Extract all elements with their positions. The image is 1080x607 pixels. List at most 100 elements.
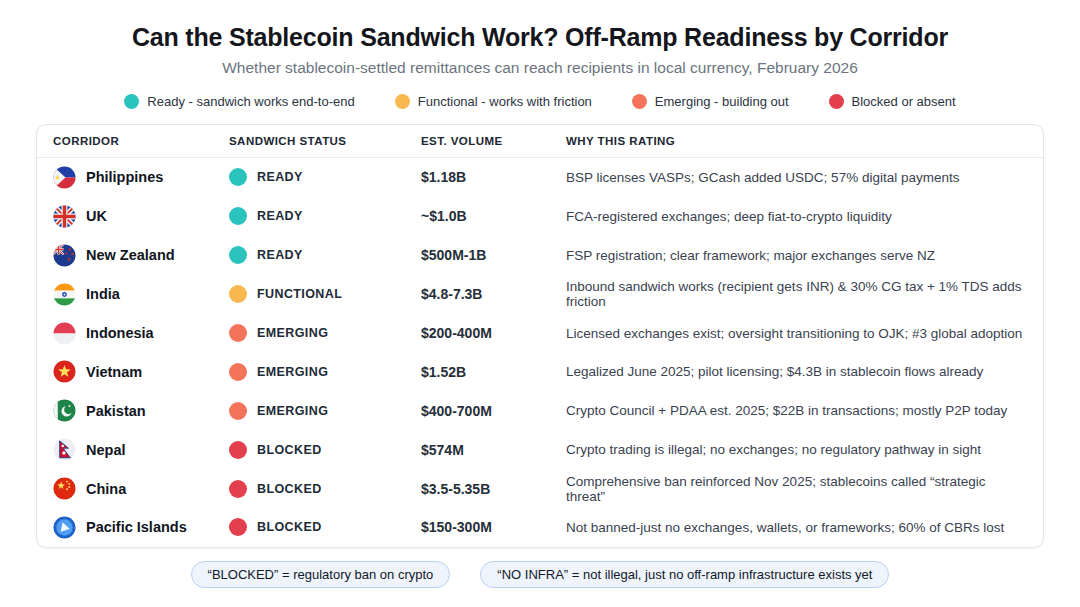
est-volume: $400-700M: [421, 403, 566, 419]
corridor-name: Pacific Islands: [86, 519, 187, 535]
page-subtitle: Whether stablecoin-settled remittances c…: [0, 59, 1080, 77]
legend-dot-icon: [632, 94, 647, 109]
footnote-no-infra-pill: “NO INFRA” = not illegal, just no off-ra…: [480, 561, 889, 588]
table-row: Pakistan EMERGING $400-700MCrypto Council …: [37, 391, 1043, 430]
corridor-cell: UK: [53, 205, 229, 228]
why-this-rating: Inbound sandwich works (recipient gets I…: [566, 279, 1027, 309]
est-volume: $1.52B: [421, 364, 566, 380]
corridor-cell: Pacific Islands: [53, 516, 229, 539]
status-dot-icon: [229, 518, 247, 536]
table-row: China BLOCKED $3.5-5.35BComprehensive ban …: [37, 469, 1043, 508]
corridor-cell: Pakistan: [53, 399, 229, 422]
corridor-cell: Nepal: [53, 438, 229, 461]
corridor-name: New Zealand: [86, 247, 175, 263]
corridor-name: Pakistan: [86, 403, 146, 419]
corridor-name: Nepal: [86, 442, 126, 458]
pacific-islands-flag-icon: [53, 516, 76, 539]
footnote-blocked-pill: “BLOCKED” = regulatory ban on crypto: [191, 561, 451, 588]
corridor-table: CORRIDOR SANDWICH STATUS EST. VOLUME WHY…: [36, 124, 1044, 548]
corridor-cell: Vietnam: [53, 360, 229, 383]
uk-flag-icon: [53, 205, 76, 228]
table-row: Vietnam EMERGING $1.52BLegalized June 2025…: [37, 352, 1043, 391]
table-row: Pacific Islands BLOCKED $150-300MNot banne…: [37, 508, 1043, 547]
page-title: Can the Stablecoin Sandwich Work? Off-Ra…: [0, 0, 1080, 52]
corridor-name: India: [86, 286, 120, 302]
legend-item-4: Blocked or absent: [829, 94, 956, 109]
status-cell: EMERGING: [229, 324, 421, 342]
est-volume: $500M-1B: [421, 247, 566, 263]
est-volume: $150-300M: [421, 519, 566, 535]
vietnam-flag-icon: [53, 360, 76, 383]
status-cell: READY: [229, 207, 421, 225]
status-legend: Ready - sandwich works end-to-end Functio…: [0, 94, 1080, 109]
why-this-rating: BSP licenses VASPs; GCash added USDC; 57…: [566, 170, 1027, 185]
new-zealand-flag-icon: [53, 244, 76, 267]
est-volume: $574M: [421, 442, 566, 458]
legend-label: Emerging - building out: [655, 94, 789, 109]
legend-label: Functional - works with friction: [418, 94, 592, 109]
why-this-rating: Crypto Council + PDAA est. 2025; $22B in…: [566, 403, 1027, 418]
status-label: READY: [257, 170, 303, 184]
status-dot-icon: [229, 480, 247, 498]
status-cell: EMERGING: [229, 402, 421, 420]
status-dot-icon: [229, 363, 247, 381]
nepal-flag-icon: [53, 438, 76, 461]
column-header-corridor: CORRIDOR: [53, 135, 229, 147]
legend-dot-icon: [395, 94, 410, 109]
column-header-est-volume: EST. VOLUME: [421, 135, 566, 147]
status-label: FUNCTIONAL: [257, 287, 342, 301]
china-flag-icon: [53, 477, 76, 500]
status-label: READY: [257, 248, 303, 262]
corridor-name: Philippines: [86, 169, 163, 185]
status-dot-icon: [229, 207, 247, 225]
status-cell: BLOCKED: [229, 441, 421, 459]
status-dot-icon: [229, 324, 247, 342]
status-label: EMERGING: [257, 326, 328, 340]
table-row: IndonesiaEMERGING$200-400MLicensed excha…: [37, 314, 1043, 353]
status-cell: BLOCKED: [229, 518, 421, 536]
corridor-name: UK: [86, 208, 107, 224]
why-this-rating: Not banned-just no exchanges, wallets, o…: [566, 520, 1027, 535]
corridor-name: China: [86, 481, 126, 497]
legend-dot-icon: [829, 94, 844, 109]
corridor-name: Vietnam: [86, 364, 142, 380]
status-dot-icon: [229, 246, 247, 264]
table-row: New Zealand READY $500M-1BFSP registration…: [37, 236, 1043, 275]
column-header-sandwich-status: SANDWICH STATUS: [229, 135, 421, 147]
status-label: EMERGING: [257, 365, 328, 379]
status-dot-icon: [229, 441, 247, 459]
legend-item-3: Emerging - building out: [632, 94, 789, 109]
table-row: India FUNCTIONAL $4.8-7.3BInbound sandwich…: [37, 275, 1043, 314]
status-cell: BLOCKED: [229, 480, 421, 498]
why-this-rating: Legalized June 2025; pilot licensing; $4…: [566, 364, 1027, 379]
status-label: BLOCKED: [257, 443, 322, 457]
legend-label: Blocked or absent: [852, 94, 956, 109]
legend-item-2: Functional - works with friction: [395, 94, 592, 109]
status-label: EMERGING: [257, 404, 328, 418]
infographic-page: Can the Stablecoin Sandwich Work? Off-Ra…: [0, 0, 1080, 607]
est-volume: $200-400M: [421, 325, 566, 341]
status-dot-icon: [229, 285, 247, 303]
status-label: READY: [257, 209, 303, 223]
status-cell: READY: [229, 246, 421, 264]
table-body: Philippines READY $1.18BBSP licenses VASPs…: [37, 158, 1043, 547]
why-this-rating: FSP registration; clear framework; major…: [566, 248, 1027, 263]
why-this-rating: Comprehensive ban reinforced Nov 2025; s…: [566, 474, 1027, 504]
why-this-rating: Crypto trading is illegal; no exchanges;…: [566, 442, 1027, 457]
est-volume: $3.5-5.35B: [421, 481, 566, 497]
status-label: BLOCKED: [257, 520, 322, 534]
table-row: Nepal BLOCKED $574MCrypto trading is illeg…: [37, 430, 1043, 469]
indonesia-flag-icon: [53, 322, 76, 345]
footnotes: “BLOCKED” = regulatory ban on crypto “NO…: [0, 561, 1080, 588]
status-cell: EMERGING: [229, 363, 421, 381]
status-dot-icon: [229, 168, 247, 186]
india-flag-icon: [53, 283, 76, 306]
status-cell: FUNCTIONAL: [229, 285, 421, 303]
pakistan-flag-icon: [53, 399, 76, 422]
est-volume: $1.18B: [421, 169, 566, 185]
est-volume: $4.8-7.3B: [421, 286, 566, 302]
corridor-name: Indonesia: [86, 325, 154, 341]
status-label: BLOCKED: [257, 482, 322, 496]
table-row: Philippines READY $1.18BBSP licenses VASPs…: [37, 158, 1043, 197]
legend-item-1: Ready - sandwich works end-to-end: [124, 94, 354, 109]
